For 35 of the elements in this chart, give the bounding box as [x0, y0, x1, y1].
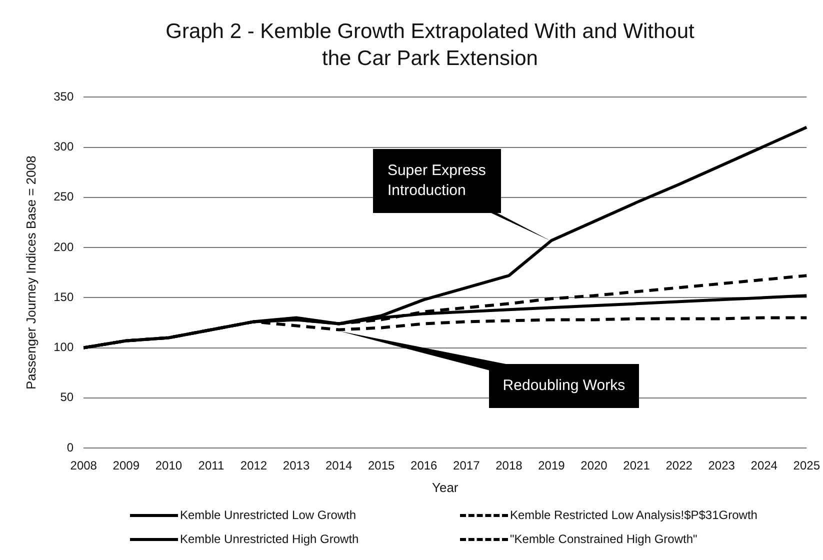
x-tick-label: 2025 — [793, 458, 820, 473]
x-axis-title: Year — [432, 480, 459, 495]
x-tick-label: 2011 — [198, 458, 224, 473]
x-tick-label: 2015 — [368, 458, 396, 473]
y-tick-label: 300 — [54, 140, 74, 154]
y-tick-label: 250 — [54, 190, 74, 204]
x-tick-label: 2018 — [496, 458, 523, 473]
x-tick-label: 2013 — [282, 458, 310, 473]
legend-label: Kemble Unrestricted High Growth — [180, 532, 359, 546]
y-tick-label: 350 — [54, 90, 74, 104]
x-tick-label: 2014 — [325, 458, 352, 473]
x-tick-label: 2008 — [70, 458, 98, 473]
x-tick-label: 2016 — [410, 458, 438, 473]
x-tick-label: 2022 — [666, 458, 693, 473]
x-tick-label: 2012 — [240, 458, 268, 473]
x-tick-label: 2010 — [155, 458, 182, 473]
y-tick-label: 100 — [54, 340, 74, 354]
x-tick-label: 2019 — [538, 458, 566, 473]
y-tick-label: 0 — [66, 440, 74, 454]
y-axis-title: Passenger Journey Indices Base = 2008 — [23, 156, 38, 390]
annotation: Redoubling Works — [488, 364, 640, 408]
legend-label: Kemble Unrestricted Low Growth — [180, 508, 356, 522]
x-tick-label: 2024 — [750, 458, 778, 473]
chart-title: Graph 2 - Kemble Growth Extrapolated With and Without the Car Park Extension — [164, 19, 696, 72]
annotation: Super Express Introduction — [373, 148, 502, 213]
x-tick-label: 2017 — [453, 458, 480, 473]
y-tick-label: 50 — [60, 390, 74, 404]
x-tick-label: 2021 — [623, 458, 650, 473]
y-tick-label: 150 — [54, 290, 74, 304]
x-tick-label: 2020 — [580, 458, 608, 473]
legend-label: Kemble Restricted Low Analysis!$P$31Growth — [510, 508, 758, 522]
y-tick-label: 200 — [54, 240, 74, 254]
legend-label: "Kemble Constrained High Growth" — [510, 532, 698, 546]
x-tick-label: 2009 — [112, 458, 140, 473]
x-tick-label: 2023 — [708, 458, 736, 473]
